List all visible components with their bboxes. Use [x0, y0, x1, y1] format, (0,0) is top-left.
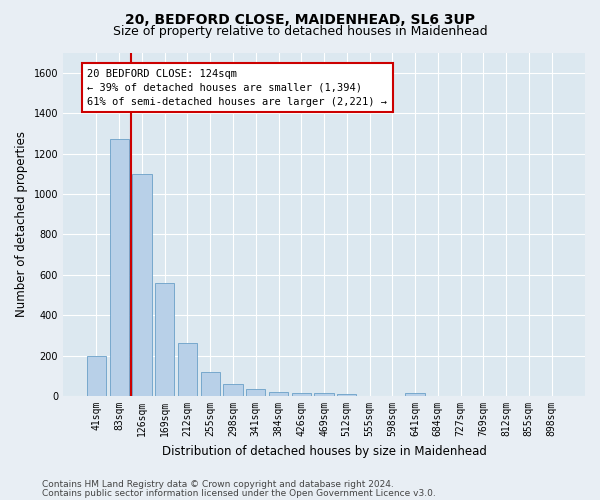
Bar	[87, 356, 106, 396]
Bar	[178, 342, 197, 396]
Bar	[269, 392, 288, 396]
Text: 20, BEDFORD CLOSE, MAIDENHEAD, SL6 3UP: 20, BEDFORD CLOSE, MAIDENHEAD, SL6 3UP	[125, 12, 475, 26]
Bar	[246, 389, 265, 396]
Y-axis label: Number of detached properties: Number of detached properties	[15, 132, 28, 318]
Text: Contains public sector information licensed under the Open Government Licence v3: Contains public sector information licen…	[42, 488, 436, 498]
Bar	[132, 174, 152, 396]
Bar	[200, 372, 220, 396]
Bar	[406, 393, 425, 396]
X-axis label: Distribution of detached houses by size in Maidenhead: Distribution of detached houses by size …	[161, 444, 487, 458]
Text: 20 BEDFORD CLOSE: 124sqm
← 39% of detached houses are smaller (1,394)
61% of sem: 20 BEDFORD CLOSE: 124sqm ← 39% of detach…	[88, 68, 388, 106]
Text: Contains HM Land Registry data © Crown copyright and database right 2024.: Contains HM Land Registry data © Crown c…	[42, 480, 394, 489]
Bar	[337, 394, 356, 396]
Text: Size of property relative to detached houses in Maidenhead: Size of property relative to detached ho…	[113, 25, 487, 38]
Bar	[292, 393, 311, 396]
Bar	[223, 384, 242, 396]
Bar	[110, 139, 129, 396]
Bar	[314, 393, 334, 396]
Bar	[155, 284, 175, 396]
